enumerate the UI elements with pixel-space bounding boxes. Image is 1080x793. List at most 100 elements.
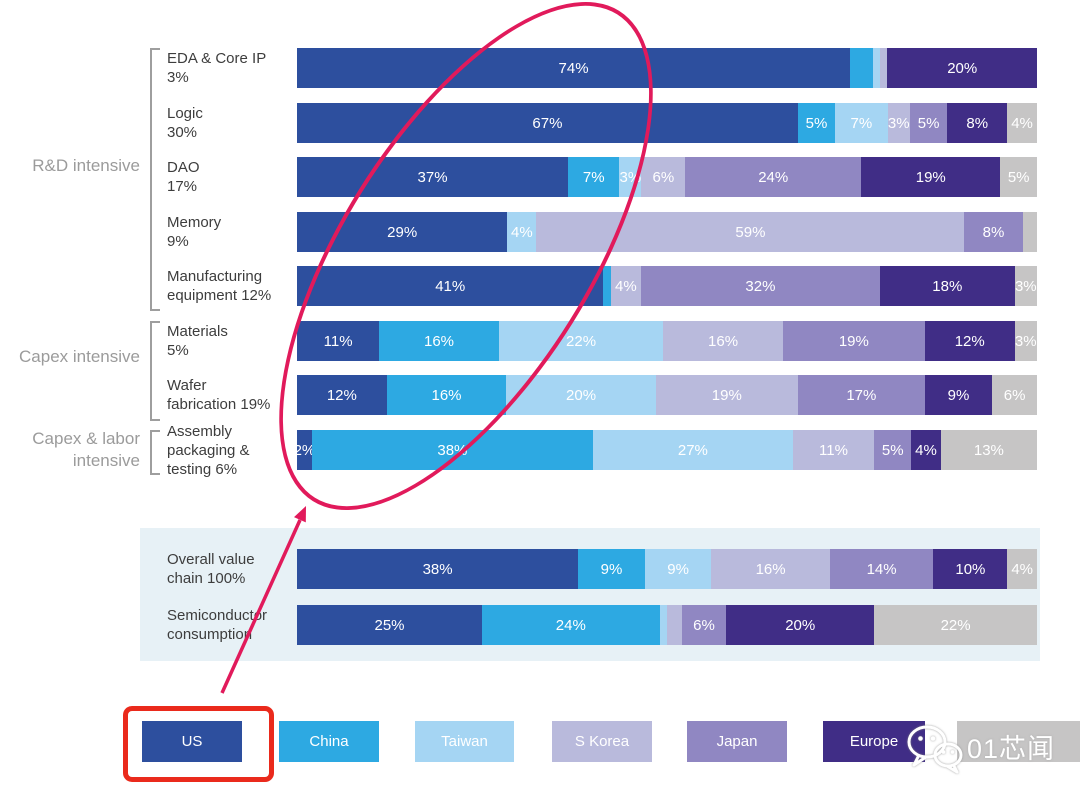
bar-segment-s-korea: 11% — [792, 430, 875, 470]
bar-segment-europe: 9% — [924, 375, 993, 415]
bar-segment-other: 3% — [1014, 321, 1037, 361]
bar-segment-china: 38% — [311, 430, 593, 470]
segment-value-label: 24% — [555, 616, 586, 634]
legend-label: S Korea — [574, 733, 630, 750]
group-bracket-rd — [150, 48, 160, 311]
bar-segment-us: 25% — [297, 605, 482, 645]
segment-value-label: 7% — [582, 168, 605, 186]
bar-segment-taiwan — [659, 605, 667, 645]
segment-value-label: 3% — [1014, 332, 1037, 350]
bar-segment-china: 24% — [482, 605, 660, 645]
segment-value-label: 17% — [846, 386, 877, 404]
bar-segment-europe: 10% — [933, 549, 1008, 589]
wechat-icon — [907, 725, 963, 774]
segment-value-label: 5% — [1007, 168, 1030, 186]
bar-segment-s-korea: 3% — [887, 103, 910, 143]
bar-row-dao: 37% 7% 3% 6% 24% 19% 5% — [297, 157, 1037, 197]
bar-segment-europe: 19% — [861, 157, 1001, 197]
segment-value-label: 19% — [838, 332, 869, 350]
bar-row-overall-value-chain: 38% 9% 9% 16% 14% 10% 4% — [297, 549, 1037, 589]
bar-segment-china — [603, 266, 611, 306]
segment-value-label: 24% — [758, 168, 789, 186]
segment-value-label: 9% — [600, 560, 623, 578]
bar-segment-europe: 4% — [911, 430, 941, 470]
segment-value-label: 20% — [566, 386, 597, 404]
segment-value-label: 4% — [1011, 114, 1033, 132]
bar-row-logic: 67% 5% 7% 3% 5% 8% 4% — [297, 103, 1038, 143]
bar-segment-europe: 18% — [880, 266, 1015, 306]
segment-value-label: 11% — [323, 332, 353, 350]
segment-value-label: 8% — [982, 223, 1005, 241]
segment-value-label: 18% — [932, 277, 963, 295]
bar-segment-japan: 8% — [964, 212, 1023, 252]
group-bracket-capex-labor — [150, 430, 160, 475]
bar-segment-other: 6% — [992, 375, 1037, 415]
group-label-capex-labor-intensive: Capex & labor intensive — [32, 429, 140, 470]
bar-segment-us: 74% — [297, 48, 851, 88]
segment-value-label: 25% — [374, 616, 405, 634]
segment-value-label: 59% — [735, 223, 766, 241]
row-label-line: Wafer — [167, 377, 207, 394]
watermark-text: 01芯闻 — [967, 734, 1056, 764]
bar-segment-taiwan: 22% — [498, 321, 664, 361]
segment-value-label: 5% — [881, 441, 904, 459]
bar-segment-japan: 6% — [681, 605, 727, 645]
bar-segment-other: 13% — [940, 430, 1037, 470]
segment-value-label: 27% — [677, 441, 708, 459]
bar-segment-other: 4% — [1007, 549, 1037, 589]
bar-segment-europe: 12% — [924, 321, 1015, 361]
row-label-line: Overall value — [167, 551, 255, 568]
segment-value-label: 9% — [667, 560, 689, 578]
row-label-line: consumption — [167, 626, 253, 643]
segment-value-label: 67% — [532, 114, 563, 132]
bar-segment-japan: 19% — [782, 321, 925, 361]
bar-segment-other: 5% — [1000, 157, 1037, 197]
segment-value-label: 3% — [619, 168, 642, 186]
segment-value-label: 3% — [1014, 277, 1037, 295]
bar-segment-taiwan: 7% — [835, 103, 888, 143]
bar-segment-s-korea: 19% — [655, 375, 798, 415]
row-label-materials: Materials 5% — [167, 321, 291, 361]
legend-item-japan: Japan — [687, 721, 787, 762]
bar-segment-other: 22% — [874, 605, 1037, 645]
segment-value-label: 37% — [417, 168, 448, 186]
bar-segment-other: 4% — [1007, 103, 1038, 143]
row-label-logic: Logic 30% — [167, 103, 291, 143]
legend-label: China — [309, 733, 349, 750]
bar-segment-us: 41% — [297, 266, 604, 306]
bar-segment-taiwan: 3% — [619, 157, 642, 197]
bar-segment-taiwan — [872, 48, 881, 88]
row-label-line: DAO — [167, 159, 200, 176]
segment-value-label: 7% — [850, 114, 873, 132]
legend-label: Japan — [716, 733, 758, 750]
bar-segment-other — [1022, 212, 1038, 252]
segment-value-label: 16% — [431, 386, 462, 404]
legend-label: Europe — [849, 733, 899, 750]
row-label-line: 17% — [167, 178, 198, 195]
bar-segment-s-korea: 6% — [641, 157, 686, 197]
row-label-semiconductor-consumption: Semiconductor consumption — [167, 605, 291, 645]
row-label-line: Logic — [167, 105, 203, 122]
bar-segment-s-korea: 16% — [663, 321, 783, 361]
bar-row-memory: 29% 4% 59% 8% — [297, 212, 1038, 252]
bar-segment-other: 3% — [1014, 266, 1037, 306]
row-label-line: 9% — [167, 233, 189, 250]
group-label-capex-intensive: Capex intensive — [19, 347, 140, 366]
segment-value-label: 4% — [1011, 560, 1034, 578]
segment-value-label: 4% — [511, 223, 533, 241]
bar-segment-taiwan: 27% — [593, 430, 793, 470]
segment-value-label: 32% — [745, 277, 776, 295]
bar-row-semiconductor-consumption: 25% 24% 6% 20% 22% — [297, 605, 1037, 645]
row-label-line: EDA & Core IP — [167, 50, 267, 67]
bar-segment-taiwan: 20% — [506, 375, 656, 415]
segment-value-label: 22% — [940, 616, 971, 634]
segment-value-label: 16% — [755, 560, 786, 578]
bar-row-wafer-fabrication: 12% 16% 20% 19% 17% 9% 6% — [297, 375, 1037, 415]
segment-value-label: 2% — [293, 441, 316, 459]
bar-row-assembly-packaging-testing: 2% 38% 27% 11% 5% 4% 13% — [293, 430, 1037, 470]
row-label-eda-core-ip: EDA & Core IP 3% — [167, 48, 291, 88]
bar-segment-us: 12% — [297, 375, 387, 415]
row-label-line: fabrication 19% — [167, 396, 271, 413]
bar-segment-japan: 24% — [685, 157, 862, 197]
